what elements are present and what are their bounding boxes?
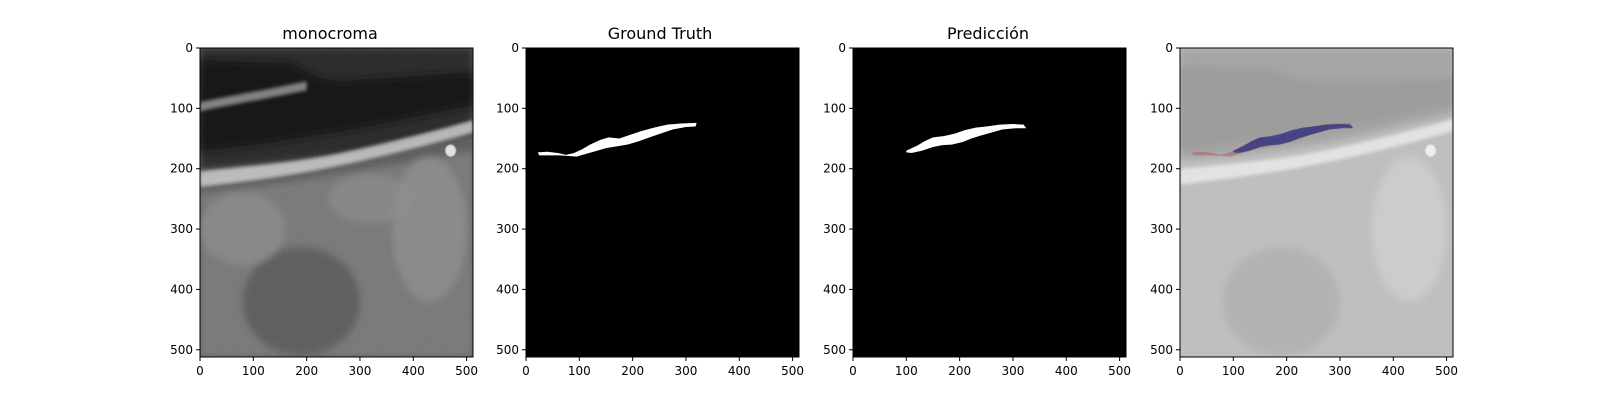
x-tick-label: 100 (1222, 364, 1245, 378)
prediction-overlay (1233, 124, 1354, 154)
y-tick-label: 100 (823, 101, 846, 115)
segmentation-mask (906, 124, 1027, 154)
x-tick-label: 400 (1382, 364, 1405, 378)
y-tick-label: 0 (1165, 41, 1173, 55)
x-tick-label: 400 (728, 364, 751, 378)
segmentation-mask (537, 122, 697, 157)
ultrasound-image (200, 48, 473, 357)
x-tick-label: 300 (1329, 364, 1352, 378)
y-tick-label: 400 (823, 282, 846, 296)
y-tick-label: 400 (170, 282, 193, 296)
y-tick-label: 0 (838, 41, 846, 55)
x-tick-label: 500 (1108, 364, 1131, 378)
x-tick-label: 200 (948, 364, 971, 378)
x-tick-label: 200 (295, 364, 318, 378)
y-tick-label: 400 (496, 282, 519, 296)
plot-frame (525, 47, 800, 358)
x-tick-label: 400 (402, 364, 425, 378)
x-tick-label: 200 (1275, 364, 1298, 378)
x-tick-label: 0 (196, 364, 204, 378)
x-tick-label: 0 (1176, 364, 1184, 378)
panel-title: Ground Truth (608, 24, 713, 43)
plot-frame (1179, 47, 1454, 358)
x-tick-label: 500 (455, 364, 478, 378)
plot-frame (199, 47, 474, 358)
y-tick-label: 300 (1150, 222, 1173, 236)
x-tick-label: 100 (242, 364, 265, 378)
y-tick-label: 300 (170, 222, 193, 236)
y-tick-label: 100 (1150, 101, 1173, 115)
x-tick-label: 200 (621, 364, 644, 378)
x-tick-label: 300 (675, 364, 698, 378)
x-tick-label: 400 (1055, 364, 1078, 378)
panel-ground-truth: Ground Truth 0 100 200 300 400 50001002003004… (496, 24, 804, 378)
x-tick-label: 100 (568, 364, 591, 378)
x-tick-label: 100 (895, 364, 918, 378)
x-tick-label: 300 (1002, 364, 1025, 378)
y-tick-label: 400 (1150, 282, 1173, 296)
x-tick-label: 500 (781, 364, 804, 378)
y-tick-label: 500 (496, 343, 519, 357)
y-tick-label: 500 (823, 343, 846, 357)
x-tick-label: 300 (349, 364, 372, 378)
x-tick-label: 0 (849, 364, 857, 378)
y-tick-label: 200 (823, 162, 846, 176)
y-tick-label: 300 (496, 222, 519, 236)
y-tick-label: 300 (823, 222, 846, 236)
y-tick-label: 500 (170, 343, 193, 357)
prediction-mask (853, 48, 1126, 357)
overlay-image (1180, 48, 1453, 357)
x-tick-label: 0 (522, 364, 530, 378)
y-tick-label: 100 (170, 101, 193, 115)
y-tick-label: 0 (185, 41, 193, 55)
plot-frame (852, 47, 1127, 358)
y-tick-label: 200 (170, 162, 193, 176)
y-tick-label: 200 (496, 162, 519, 176)
panel-title: Predicción (947, 24, 1029, 43)
y-tick-label: 100 (496, 101, 519, 115)
y-tick-label: 500 (1150, 343, 1173, 357)
ground-truth-mask (526, 48, 799, 357)
x-tick-label: 500 (1435, 364, 1458, 378)
panel-title: monocroma (282, 24, 378, 43)
y-tick-label: 0 (511, 41, 519, 55)
panel-monochrome: monocroma 0 100 200 300 400 50001002003004005… (170, 24, 478, 378)
y-tick-label: 200 (1150, 162, 1173, 176)
panel-prediction: Predicción 0 100 200 300 400 5000100200300400… (823, 24, 1131, 378)
